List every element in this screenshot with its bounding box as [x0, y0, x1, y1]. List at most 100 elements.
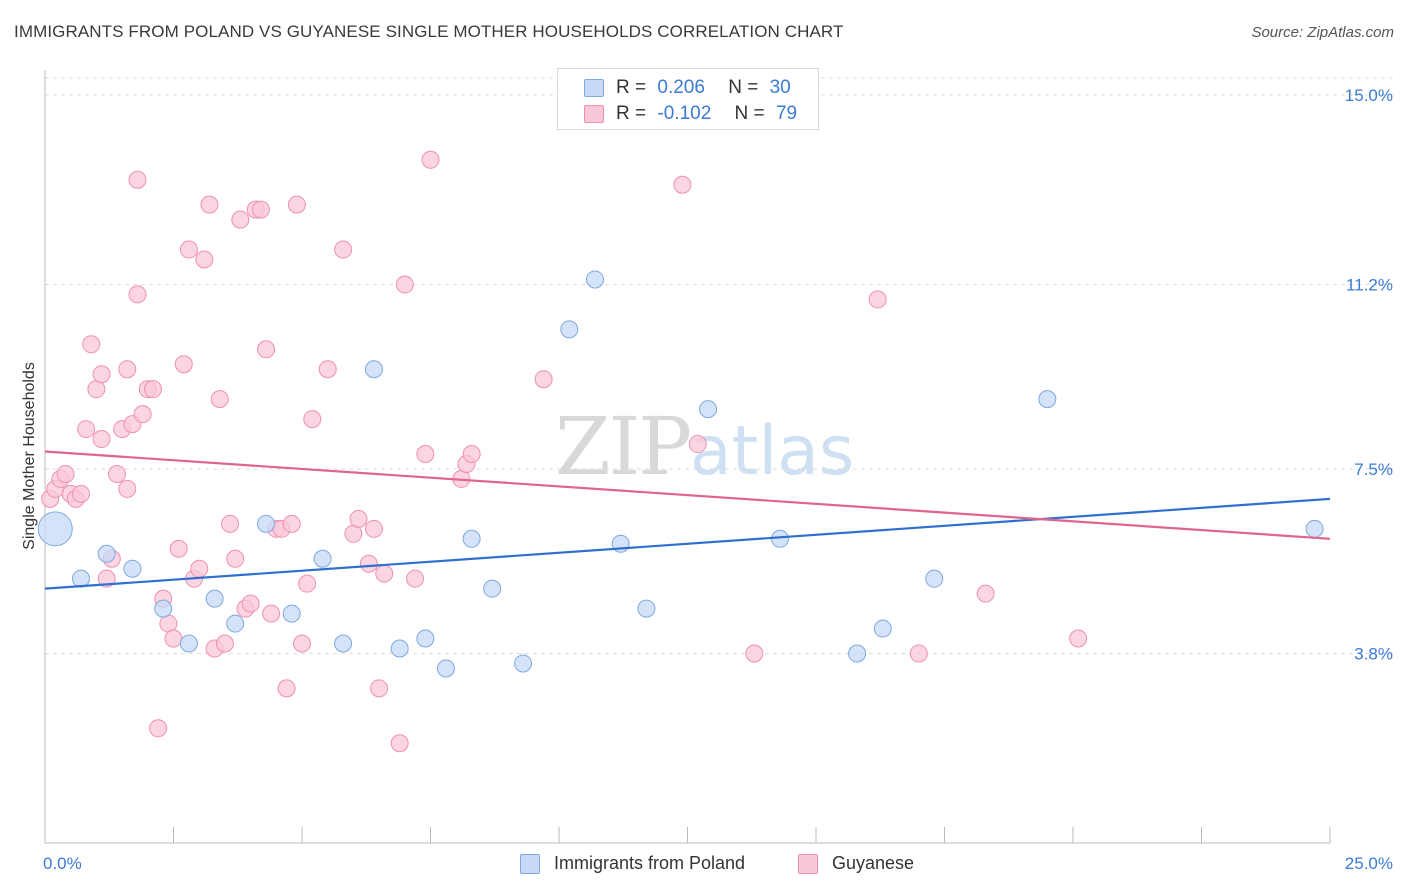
data-point-guyanese	[82, 335, 101, 354]
data-point-guyanese	[406, 569, 425, 588]
r-value: 0.206	[657, 77, 705, 98]
data-point-guyanese	[1069, 629, 1088, 648]
n-value: 79	[775, 103, 798, 124]
data-point-poland	[560, 320, 579, 339]
data-point-poland	[416, 629, 435, 648]
data-point-guyanese	[909, 644, 928, 663]
data-point-guyanese	[344, 524, 363, 543]
grid-lines	[45, 77, 1395, 654]
data-point-poland	[514, 654, 533, 673]
data-point-guyanese	[282, 514, 301, 533]
axis-labels: 3.8% 7.5% 11.2% 15.0% 0.0% 25.0% Single Mother…	[21, 86, 1393, 873]
data-point-guyanese	[318, 360, 337, 379]
r-label: R =	[616, 103, 647, 124]
legend-swatch-guyanese	[584, 105, 604, 123]
n-label: N =	[728, 77, 759, 98]
data-point-guyanese	[334, 240, 353, 259]
data-point-guyanese	[370, 679, 389, 698]
data-point-guyanese	[190, 559, 209, 578]
data-point-guyanese	[251, 200, 270, 219]
data-point-guyanese	[107, 464, 126, 483]
data-point-guyanese	[416, 445, 435, 464]
data-point-poland	[123, 559, 142, 578]
data-point-guyanese	[179, 240, 198, 259]
data-point-poland	[1305, 519, 1324, 538]
data-point-guyanese	[128, 170, 147, 189]
data-point-guyanese	[421, 150, 440, 169]
series-guyanese	[41, 150, 1088, 753]
data-point-guyanese	[303, 410, 322, 429]
data-point-poland	[226, 614, 245, 633]
data-point-poland	[873, 619, 892, 638]
data-point-guyanese	[200, 195, 219, 214]
data-point-poland	[154, 599, 173, 618]
legend-label: Immigrants from Poland	[554, 853, 746, 873]
y-tick-label: 3.8%	[1354, 644, 1393, 663]
data-point-guyanese	[143, 380, 162, 399]
data-point-guyanese	[226, 549, 245, 568]
data-point-guyanese	[976, 584, 995, 603]
legend-stats: R = 0.206 N = 30 R = -0.102 N = 79	[557, 68, 819, 130]
trend-line-poland	[44, 497, 1331, 590]
watermark: ZIPatlas	[555, 400, 854, 493]
data-point-guyanese	[174, 355, 193, 374]
n-label: N =	[734, 103, 765, 124]
data-point-guyanese	[277, 679, 296, 698]
data-point-poland	[313, 549, 332, 568]
data-point-guyanese	[149, 719, 168, 738]
data-point-guyanese	[164, 629, 183, 648]
legend-label: Guyanese	[832, 853, 915, 873]
data-point-poland	[637, 599, 656, 618]
data-point-guyanese	[118, 479, 137, 498]
data-point-guyanese	[688, 435, 707, 454]
data-point-poland	[462, 529, 481, 548]
data-point-guyanese	[118, 360, 137, 379]
data-point-poland	[334, 634, 353, 653]
r-value: -0.102	[657, 103, 712, 124]
data-point-guyanese	[87, 380, 106, 399]
data-point-poland	[179, 634, 198, 653]
data-point-guyanese	[745, 644, 764, 663]
data-point-guyanese	[92, 430, 111, 449]
data-point-guyanese	[262, 604, 281, 623]
data-point-guyanese	[231, 210, 250, 229]
legend-swatch-poland	[520, 854, 540, 874]
legend-stats-text: R = 0.206 N = 30	[616, 77, 791, 99]
data-point-poland	[585, 270, 604, 289]
data-point-guyanese	[221, 514, 240, 533]
data-point-guyanese	[97, 569, 116, 588]
data-point-poland	[37, 511, 73, 547]
data-point-guyanese	[287, 195, 306, 214]
y-tick-label: 7.5%	[1354, 460, 1393, 479]
series-immigrants-from-poland	[37, 270, 1324, 678]
x-tick-label: 0.0%	[43, 854, 82, 873]
data-point-guyanese	[128, 285, 147, 304]
chart-title: IMMIGRANTS FROM POLAND VS GUYANESE SINGL…	[14, 22, 844, 41]
data-point-guyanese	[395, 275, 414, 294]
r-label: R =	[616, 77, 647, 98]
data-point-poland	[97, 544, 116, 563]
y-tick-label: 11.2%	[1346, 275, 1393, 294]
data-point-poland	[282, 604, 301, 623]
data-point-guyanese	[349, 509, 368, 528]
watermark-atlas: atlas	[690, 412, 855, 491]
data-point-guyanese	[364, 519, 383, 538]
data-point-poland	[925, 569, 944, 588]
data-point-guyanese	[71, 484, 90, 503]
data-point-guyanese	[169, 539, 188, 558]
data-point-guyanese	[534, 370, 553, 389]
data-point-poland	[1038, 390, 1057, 409]
data-point-guyanese	[359, 554, 378, 573]
n-value: 30	[769, 77, 791, 98]
watermark-zip: ZIP	[555, 400, 692, 493]
data-point-guyanese	[293, 634, 311, 653]
data-point-guyanese	[390, 734, 409, 753]
x-tick-label: 25.0%	[1345, 854, 1393, 873]
data-point-poland	[364, 360, 383, 379]
data-point-guyanese	[257, 340, 276, 359]
data-point-guyanese	[77, 420, 96, 439]
data-point-poland	[436, 659, 455, 678]
y-tick-label: 15.0%	[1345, 86, 1393, 105]
data-point-guyanese	[210, 390, 229, 409]
